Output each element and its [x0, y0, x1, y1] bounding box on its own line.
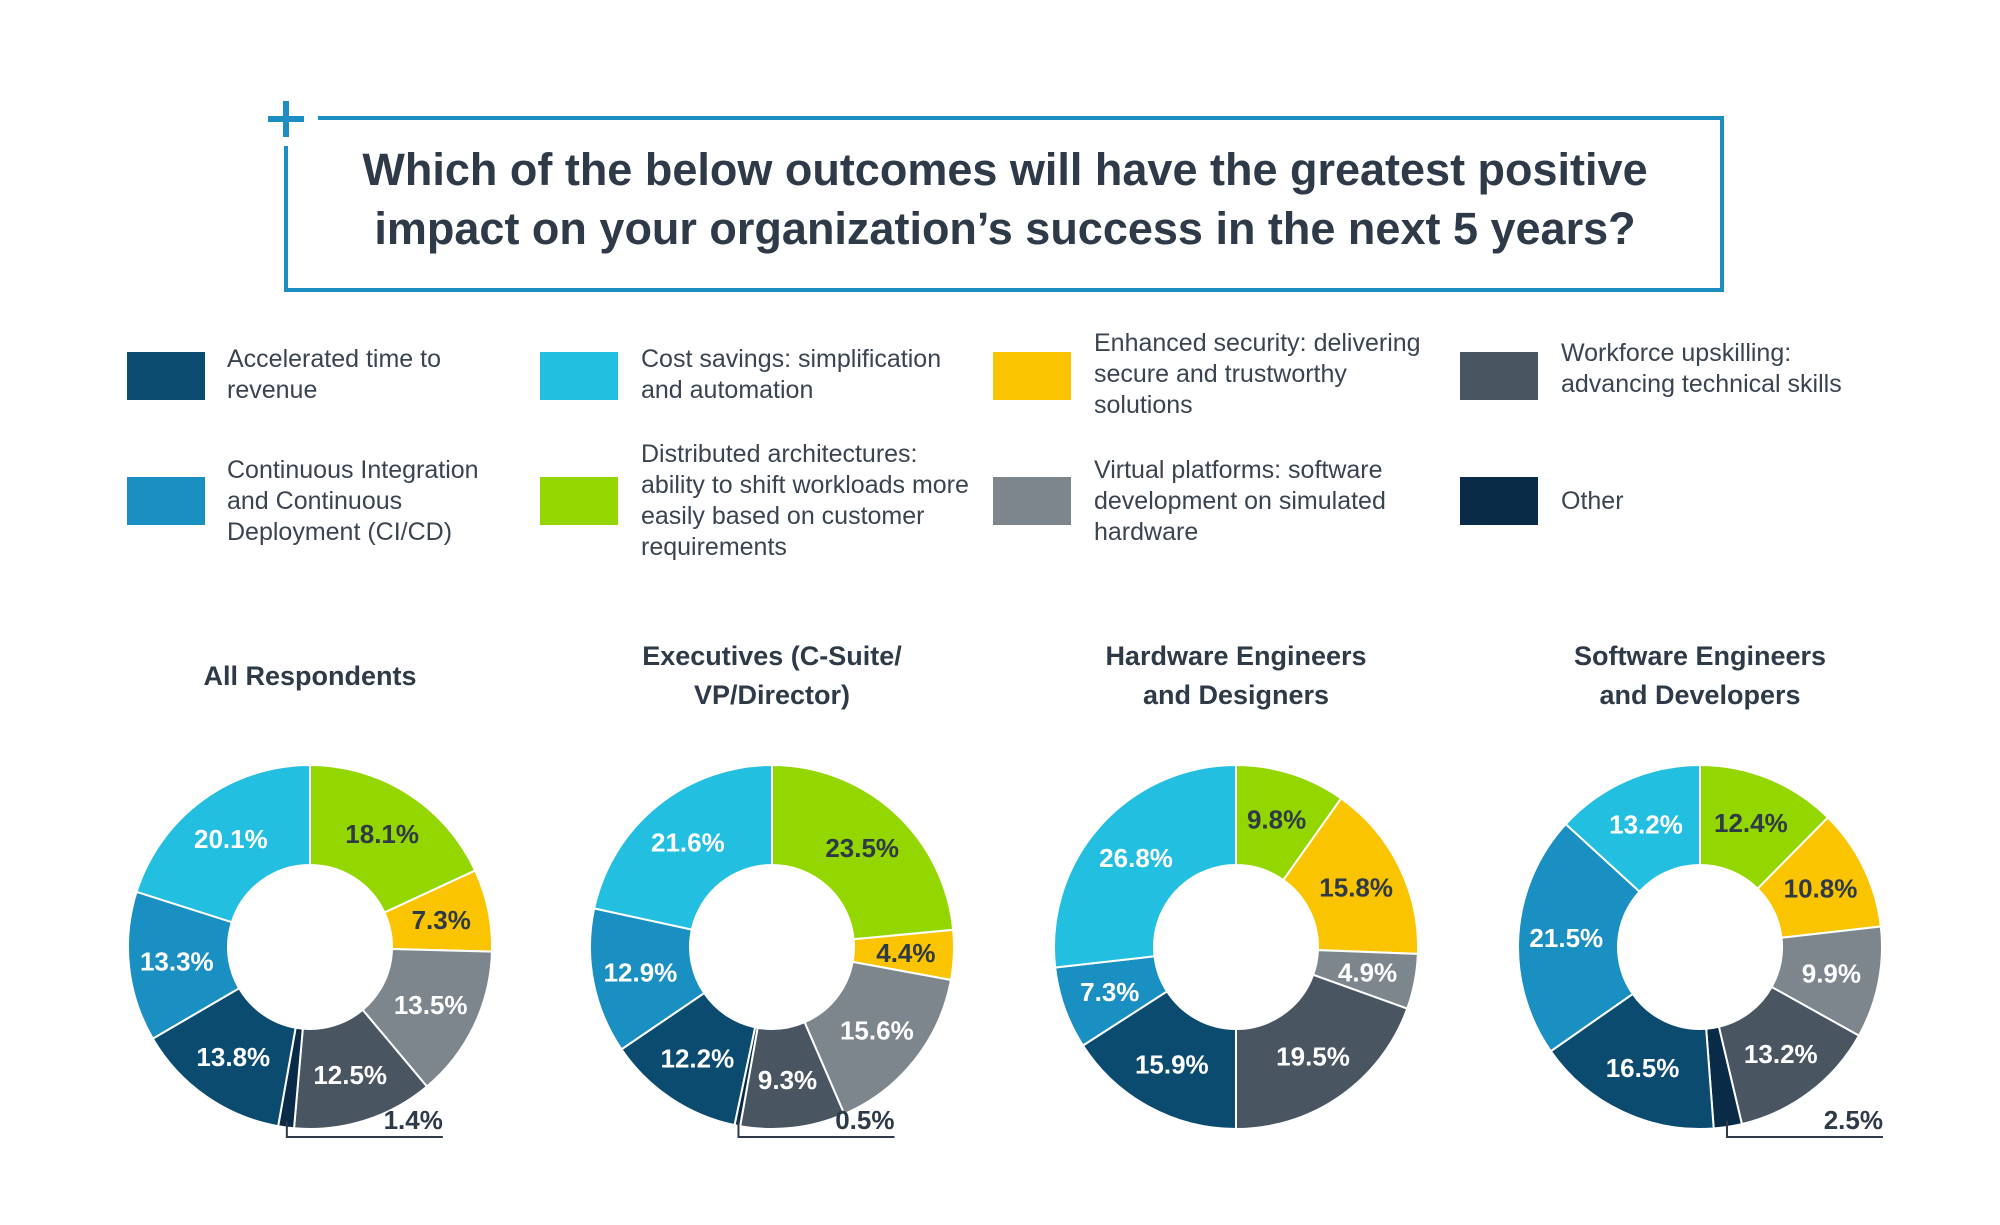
donut-slice [771, 763, 955, 941]
cross-ornament-icon [266, 99, 306, 139]
slice-label: 13.5% [394, 990, 468, 1020]
slice-label: 1.4% [384, 1105, 443, 1135]
slice-label: 12.4% [1714, 808, 1788, 838]
donut-slice [803, 960, 953, 1116]
slice-label: 13.2% [1744, 1039, 1818, 1069]
legend-swatch [1460, 477, 1538, 525]
slice-label: 12.9% [604, 958, 678, 988]
donut-slice [1053, 763, 1237, 969]
callout-line [737, 1119, 895, 1138]
legend-label: Distributed architectures: ability to sh… [641, 440, 969, 561]
donut-slice [1549, 992, 1715, 1130]
slice-label: 12.5% [313, 1060, 387, 1090]
donut-slice [592, 763, 773, 931]
donut-3: 12.4% 10.8% 9.9% 13.2% 2.5% 16.5% 21.5% 13.2% [1517, 763, 1884, 1138]
slice-label: 9.3% [758, 1065, 817, 1095]
legend-label: Cost savings: simplification and automat… [641, 345, 942, 404]
slice-label: 12.2% [661, 1043, 735, 1073]
slice-label: 15.9% [1135, 1050, 1209, 1080]
donut-slice [1081, 989, 1237, 1131]
slice-label: 13.3% [140, 947, 214, 977]
slice-label: 19.5% [1276, 1042, 1350, 1072]
slice-label: 10.8% [1784, 873, 1858, 903]
callout-line [285, 1121, 443, 1138]
legend-label: Workforce upskilling: advancing technica… [1561, 339, 1842, 398]
donut-slice [135, 763, 311, 924]
legend-swatch [993, 352, 1071, 400]
slice-label: 21.6% [651, 828, 725, 858]
slice-label: 21.5% [1529, 923, 1603, 953]
slice-label: 15.8% [1319, 873, 1393, 903]
slice-label: 2.5% [1824, 1105, 1883, 1135]
donut-slice [1235, 973, 1409, 1131]
legend-swatch [127, 477, 205, 525]
slice-label: 9.9% [1802, 958, 1861, 988]
donut-slice [1281, 797, 1419, 955]
legend-label: Virtual platforms: software development … [1094, 456, 1386, 546]
slice-label: 4.9% [1338, 958, 1397, 988]
slice-label: 18.1% [345, 819, 419, 849]
legend-swatch [540, 477, 618, 525]
donut-slice [309, 763, 477, 914]
slice-label: 7.3% [412, 905, 471, 935]
donut-title: Hardware Engineers and Designers [1105, 641, 1367, 710]
legend-swatch [540, 352, 618, 400]
slice-label: 15.6% [840, 1015, 914, 1045]
donut-slice [151, 986, 297, 1128]
legend-label: Other [1561, 487, 1624, 515]
legend-label: Continuous Integration and Continuous De… [227, 456, 479, 546]
slice-label: 16.5% [1606, 1053, 1680, 1083]
chart-title: Which of the below outcomes will have th… [362, 144, 1648, 254]
donut-slice [1564, 763, 1701, 894]
slice-label: 26.8% [1099, 843, 1173, 873]
legend-label: Accelerated time to revenue [227, 345, 441, 404]
legend-swatch [1460, 352, 1538, 400]
donut-title: All Respondents [203, 661, 417, 691]
slice-label: 13.8% [196, 1042, 270, 1072]
slice-label: 20.1% [194, 824, 268, 854]
slice-label: 7.3% [1080, 977, 1139, 1007]
slice-label: 9.8% [1247, 804, 1306, 834]
slice-label: 23.5% [825, 833, 899, 863]
donut-slice [1517, 822, 1641, 1053]
legend-label: Enhanced security: delivering secure and… [1094, 329, 1421, 419]
donut-slice [589, 907, 706, 1051]
legend-swatch [993, 477, 1071, 525]
title-frame [284, 116, 1724, 292]
donut-title: Software Engineers and Developers [1573, 641, 1827, 710]
donut-2: 9.8% 15.8% 4.9% 19.5% 15.9% 7.3% 26.8% [1053, 763, 1419, 1131]
donut-1: 23.5% 4.4% 15.6% 9.3% 0.5% 12.2% 12.9% 21.6% [589, 763, 955, 1138]
slice-label: 13.2% [1609, 809, 1683, 839]
donut-0: 18.1% 7.3% 13.5% 12.5% 1.4% 13.8% 13.3% 20.1% [127, 763, 493, 1138]
slice-label: 0.5% [835, 1105, 894, 1135]
legend-swatch [127, 352, 205, 400]
donut-title: Executives (C-Suite/VP/Director) [642, 641, 902, 710]
callout-line [1725, 1120, 1883, 1138]
slice-label: 4.4% [876, 938, 935, 968]
